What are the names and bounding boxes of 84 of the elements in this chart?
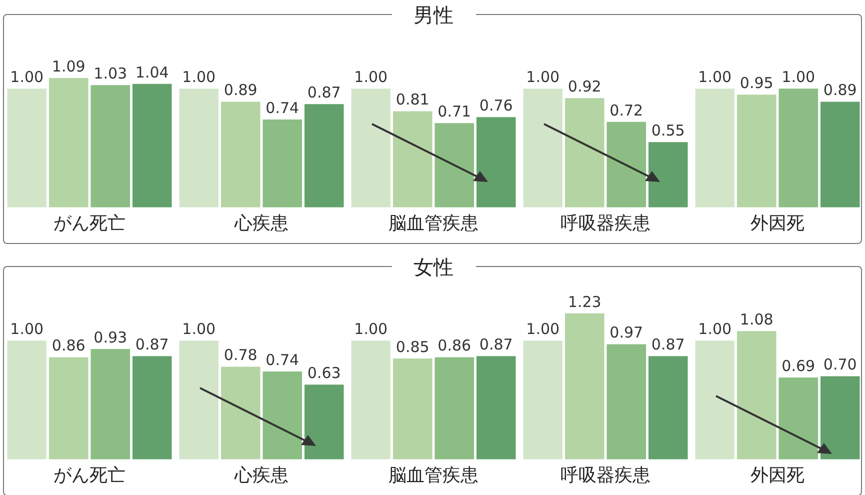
x-axis-title: 外因死	[750, 464, 804, 486]
data-label: 0.89	[823, 81, 857, 100]
data-label: 0.87	[479, 336, 513, 354]
data-label: 0.97	[610, 324, 644, 342]
bar	[90, 348, 130, 460]
x-axis-title: 外因死	[750, 212, 804, 234]
bar	[132, 356, 172, 460]
bar	[736, 331, 776, 460]
bar	[48, 357, 88, 460]
data-label: 0.89	[224, 81, 258, 100]
bar	[564, 313, 604, 460]
x-axis-title: 呼吸器疾患	[560, 464, 650, 486]
bar	[262, 372, 302, 460]
bar	[523, 88, 563, 208]
data-label: 1.03	[94, 64, 128, 82]
bar	[434, 357, 474, 460]
data-label: 1.00	[182, 68, 216, 86]
data-label: 0.95	[740, 74, 774, 92]
bar	[523, 340, 563, 460]
x-axis-title: 心疾患	[234, 212, 288, 234]
bar	[220, 102, 260, 208]
data-label: 0.74	[266, 350, 300, 369]
data-label: 0.71	[438, 102, 472, 120]
x-axis-title: 脳血管疾患	[388, 212, 478, 234]
data-label: 0.86	[52, 336, 86, 355]
bar	[392, 358, 432, 460]
data-label: 0.69	[782, 356, 816, 375]
data-label: 1.00	[354, 68, 388, 86]
bar	[648, 356, 688, 460]
chart-title: 男性	[392, 3, 476, 27]
bar	[695, 340, 735, 460]
data-label: 0.93	[94, 328, 128, 346]
data-label: 0.81	[396, 90, 430, 109]
data-label: 0.76	[479, 96, 513, 115]
data-label: 1.00	[698, 68, 732, 86]
data-label: 1.00	[526, 68, 560, 86]
data-label: 1.09	[52, 57, 86, 76]
data-label: 0.85	[396, 338, 430, 356]
data-label: 1.00	[354, 320, 388, 338]
x-axis-title: 脳血管疾患	[388, 464, 478, 486]
bar	[778, 377, 818, 460]
chart-title: 女性	[392, 255, 476, 279]
data-label: 0.55	[651, 121, 685, 140]
bar	[179, 340, 219, 460]
bar	[476, 117, 516, 208]
bar	[351, 88, 391, 208]
x-axis-title: がん死亡	[54, 212, 126, 234]
data-label: 1.08	[740, 310, 774, 329]
data-label: 0.87	[651, 336, 685, 354]
bar	[476, 356, 516, 460]
bar	[179, 88, 219, 208]
bar	[606, 122, 646, 208]
data-label: 0.72	[610, 101, 644, 120]
x-axis-title: 心疾患	[234, 464, 288, 486]
data-label: 0.74	[266, 98, 300, 117]
x-axis-title: がん死亡	[54, 464, 126, 486]
bar	[7, 340, 47, 460]
data-label: 1.00	[782, 68, 816, 86]
data-label: 1.04	[135, 63, 169, 82]
data-label: 1.00	[526, 320, 560, 338]
bar	[304, 104, 344, 208]
bar	[648, 142, 688, 208]
data-label: 0.70	[823, 356, 857, 374]
bar	[392, 111, 432, 208]
data-label: 1.00	[182, 320, 216, 338]
data-label: 1.23	[568, 292, 602, 311]
x-axis-title: 呼吸器疾患	[560, 212, 650, 234]
bar	[606, 344, 646, 460]
bar	[304, 384, 344, 460]
data-label: 0.87	[307, 84, 341, 102]
data-label: 0.87	[135, 336, 169, 354]
data-label: 0.86	[438, 336, 472, 355]
bar	[220, 366, 260, 460]
data-label: 0.63	[307, 364, 341, 382]
data-label: 0.78	[224, 346, 258, 364]
bar	[434, 123, 474, 208]
bar	[820, 376, 860, 460]
bar	[564, 98, 604, 208]
data-label: 0.92	[568, 78, 602, 96]
data-label: 1.00	[10, 320, 44, 338]
data-label: 1.00	[10, 68, 44, 86]
data-label: 1.00	[698, 320, 732, 338]
bar	[262, 120, 302, 208]
bar	[351, 340, 391, 460]
